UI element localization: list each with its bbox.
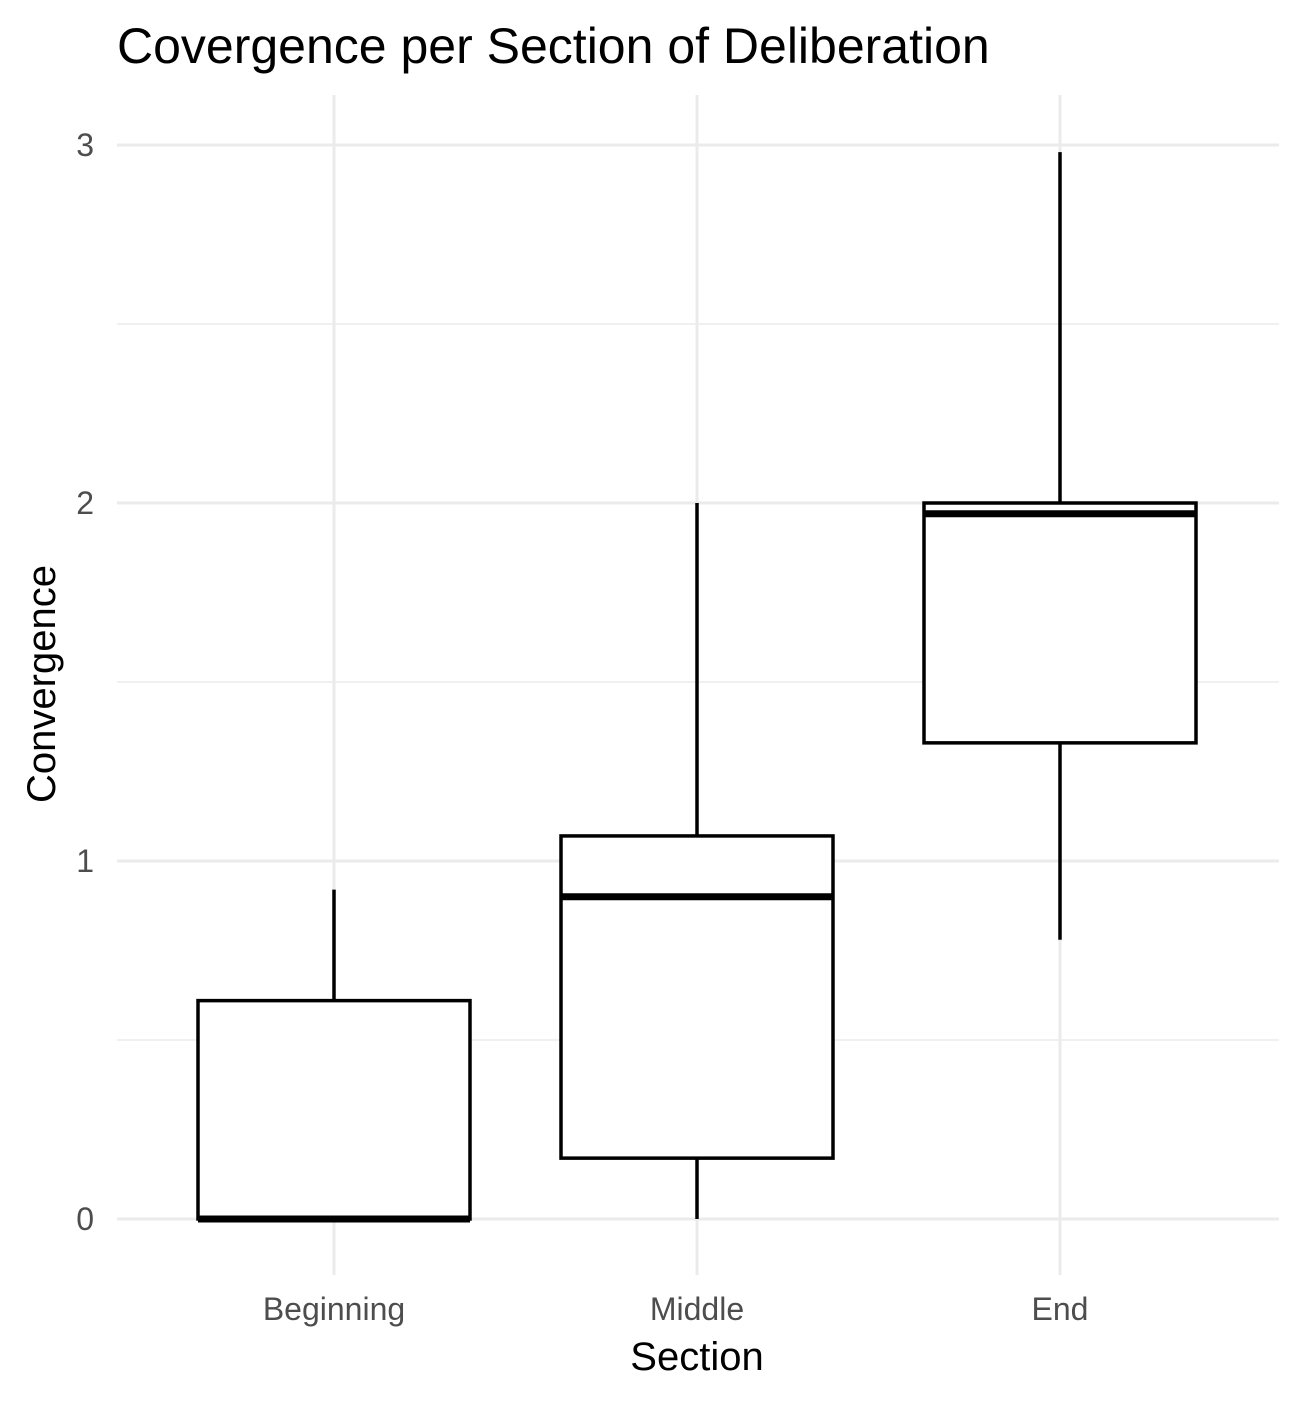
x-tick-label: End: [1032, 1291, 1089, 1327]
tick-layer: 0 1 2 3 Beginning Middle End: [76, 127, 1088, 1327]
box-end: [922, 501, 1198, 745]
x-tick-label: Middle: [650, 1291, 744, 1327]
chart-title: Covergence per Section of Deliberation: [117, 18, 990, 74]
box-layer: [196, 152, 1198, 1223]
y-axis-title: Convergence: [20, 565, 64, 803]
x-tick-label: Beginning: [263, 1291, 405, 1327]
x-axis-title: Section: [630, 1335, 763, 1379]
y-tick-label: 0: [76, 1201, 94, 1237]
y-tick-label: 1: [76, 843, 94, 879]
y-tick-label: 2: [76, 485, 94, 521]
y-tick-label: 3: [76, 127, 94, 163]
box-middle: [559, 834, 835, 1160]
box-beginning: [196, 998, 472, 1221]
